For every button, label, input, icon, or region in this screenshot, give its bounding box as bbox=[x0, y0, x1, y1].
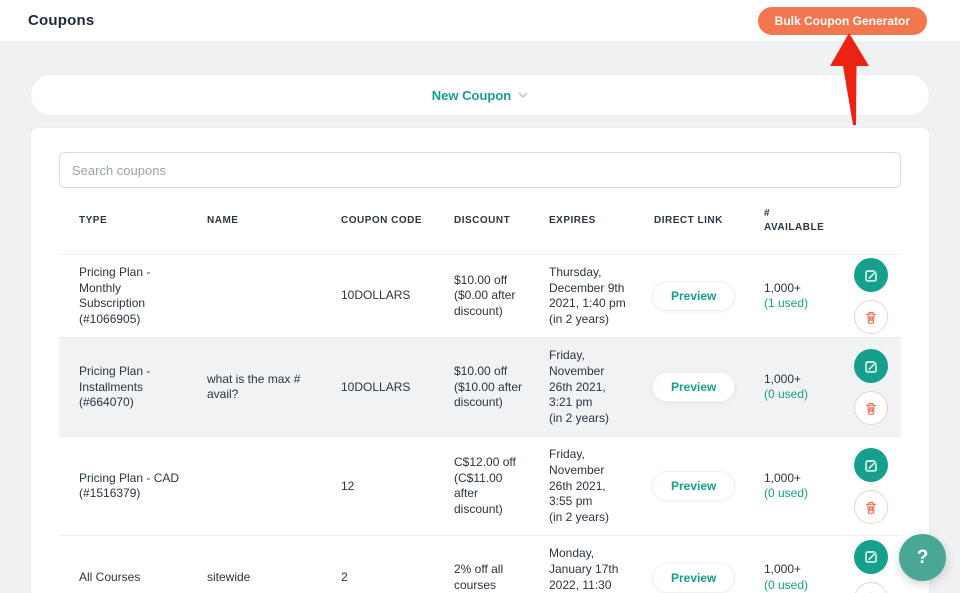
column-header-name: NAME bbox=[207, 214, 239, 226]
trash-icon bbox=[865, 501, 877, 514]
new-coupon-dropdown[interactable]: New Coupon bbox=[30, 74, 930, 116]
table-body: Pricing Plan - Monthly Subscription (#10… bbox=[59, 254, 901, 593]
column-header-type: TYPE bbox=[79, 214, 108, 226]
edit-icon bbox=[864, 269, 877, 282]
column-header-expires: EXPIRES bbox=[549, 214, 596, 226]
coupon-expires: Monday, January 17th 2022, 11:30 am bbox=[529, 536, 634, 593]
edit-icon bbox=[864, 459, 877, 472]
direct-link-cell: Preview bbox=[634, 461, 744, 511]
edit-icon bbox=[864, 360, 877, 373]
column-header-coupon-code: COUPON CODE bbox=[341, 214, 423, 226]
direct-link-cell: Preview bbox=[634, 362, 744, 412]
trash-icon bbox=[865, 311, 877, 324]
available-count: 1,000+ bbox=[764, 561, 802, 576]
row-actions bbox=[836, 448, 903, 525]
search-input[interactable] bbox=[59, 152, 901, 188]
edit-coupon-button[interactable] bbox=[854, 349, 888, 384]
available-cell: 1,000+ (0 used) bbox=[744, 461, 836, 512]
available-count: 1,000+ bbox=[764, 280, 802, 295]
coupon-discount: 2% off all courses bbox=[454, 561, 504, 592]
available-cell: 1,000+ (0 used) bbox=[744, 362, 836, 413]
edit-coupon-button[interactable] bbox=[854, 448, 888, 483]
edit-icon bbox=[864, 551, 877, 563]
expires-relative: (in 2 years) bbox=[549, 509, 610, 524]
chevron-down-icon bbox=[518, 92, 528, 98]
coupon-code: 10DOLLARS bbox=[341, 288, 411, 303]
column-header-available: # AVAILABLE bbox=[764, 207, 825, 234]
trash-icon bbox=[865, 402, 877, 415]
coupon-type: All Courses bbox=[79, 569, 141, 584]
used-count-link[interactable]: (1 used) bbox=[764, 296, 809, 311]
row-actions bbox=[836, 539, 903, 593]
table-row: Pricing Plan - CAD (#1516379) 12 C$12.00 o… bbox=[59, 436, 901, 535]
table-row: Pricing Plan - Installments (#664070) wha… bbox=[59, 337, 903, 437]
coupon-code: 10DOLLARS bbox=[341, 379, 411, 394]
coupon-name bbox=[187, 476, 321, 496]
coupon-name bbox=[187, 286, 321, 306]
coupon-code: 12 bbox=[341, 478, 355, 493]
expires-date: Thursday, December 9th 2021, 1:40 pm bbox=[549, 265, 626, 311]
coupon-name: sitewide bbox=[207, 569, 251, 584]
new-coupon-label: New Coupon bbox=[431, 87, 512, 103]
row-actions bbox=[836, 349, 903, 426]
row-actions bbox=[836, 258, 903, 335]
help-button[interactable]: ? bbox=[899, 534, 946, 581]
coupon-discount: C$12.00 off (C$11.00 after discount) bbox=[454, 455, 516, 516]
table-row: All Courses sitewide 2 2% off all courses Mo… bbox=[59, 535, 901, 593]
table-row: Pricing Plan - Monthly Subscription (#10… bbox=[59, 254, 901, 337]
expires-date: Monday, January 17th 2022, 11:30 am bbox=[549, 546, 619, 592]
coupon-expires: Friday, November 26th 2021, 3:21 pm (in 2… bbox=[529, 338, 634, 436]
expires-date: Friday, November 26th 2021, 3:21 pm bbox=[549, 348, 606, 410]
delete-coupon-button[interactable] bbox=[854, 300, 888, 335]
expires-date: Friday, November 26th 2021, 3:55 pm bbox=[549, 447, 606, 509]
available-count: 1,000+ bbox=[764, 470, 802, 485]
expires-relative: (in 2 years) bbox=[549, 311, 610, 326]
main-content: New Coupon TYPE NAME COUPON CODE DISCOUNT EX… bbox=[0, 41, 960, 593]
coupon-discount: $10.00 off ($10.00 after discount) bbox=[454, 363, 523, 410]
coupon-name: what is the max # avail? bbox=[207, 371, 301, 402]
direct-link-cell: Preview bbox=[634, 553, 744, 593]
used-count-link[interactable]: (0 used) bbox=[764, 387, 809, 402]
direct-link-cell: Preview bbox=[634, 271, 744, 321]
coupon-expires: Thursday, December 9th 2021, 1:40 pm (in … bbox=[529, 255, 634, 337]
available-cell: 1,000+ (0 used) bbox=[744, 552, 836, 593]
edit-coupon-button[interactable] bbox=[854, 539, 888, 574]
delete-coupon-button[interactable] bbox=[854, 490, 888, 525]
used-count-link[interactable]: (0 used) bbox=[764, 486, 809, 501]
preview-button[interactable]: Preview bbox=[652, 471, 736, 502]
column-header-direct-link: DIRECT LINK bbox=[654, 214, 723, 226]
bulk-coupon-generator-button[interactable]: Bulk Coupon Generator bbox=[757, 7, 927, 35]
coupons-table: TYPE NAME COUPON CODE DISCOUNT EXPIRES DIRECT… bbox=[59, 188, 901, 593]
page-title: Coupons bbox=[28, 12, 95, 29]
coupon-type: Pricing Plan - Installments (#664070) bbox=[79, 363, 151, 410]
delete-coupon-button[interactable] bbox=[854, 391, 888, 426]
used-count-link[interactable]: (0 used) bbox=[764, 577, 809, 592]
delete-coupon-button[interactable] bbox=[854, 581, 888, 593]
coupon-expires: Friday, November 26th 2021, 3:55 pm (in 2… bbox=[529, 437, 634, 535]
column-header-discount: DISCOUNT bbox=[454, 214, 511, 226]
preview-button[interactable]: Preview bbox=[652, 281, 736, 312]
top-bar: Coupons Bulk Coupon Generator bbox=[0, 0, 960, 41]
coupon-code: 2 bbox=[341, 569, 348, 584]
coupon-type: Pricing Plan - Monthly Subscription (#10… bbox=[79, 265, 151, 326]
coupon-discount: $10.00 off ($0.00 after discount) bbox=[454, 272, 516, 318]
available-cell: 1,000+ (1 used) bbox=[744, 271, 836, 322]
table-header-row: TYPE NAME COUPON CODE DISCOUNT EXPIRES DIRECT… bbox=[59, 188, 901, 254]
edit-coupon-button[interactable] bbox=[854, 258, 888, 293]
preview-button[interactable]: Preview bbox=[652, 562, 736, 593]
available-count: 1,000+ bbox=[764, 371, 802, 386]
coupon-type: Pricing Plan - CAD (#1516379) bbox=[79, 470, 180, 501]
expires-relative: (in 2 years) bbox=[549, 410, 610, 425]
preview-button[interactable]: Preview bbox=[652, 372, 736, 403]
coupons-card: TYPE NAME COUPON CODE DISCOUNT EXPIRES DIRECT… bbox=[30, 127, 930, 593]
